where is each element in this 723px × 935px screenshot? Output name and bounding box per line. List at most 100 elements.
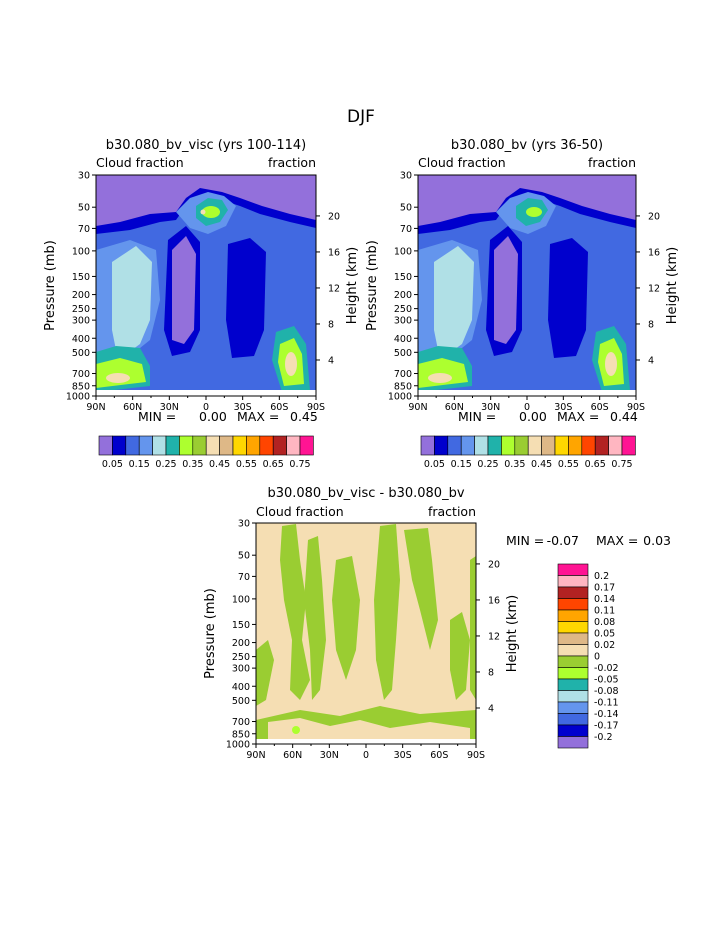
- y-axis-title: Pressure (mb): [203, 588, 218, 679]
- y-right-axis-title: Height (km): [665, 247, 680, 324]
- colorbar-cell: [474, 435, 489, 456]
- y-right-tick-label: 8: [328, 319, 334, 330]
- diff-negative-column-c: [332, 556, 360, 680]
- colorbar-label: 0.15: [451, 459, 472, 470]
- panel-3-colorbar: 0.20.170.140.110.080.050.020-0.02-0.05-0…: [557, 563, 619, 749]
- diff-colorbar-cell: [557, 621, 589, 634]
- panel-2-right-label: fraction: [588, 155, 636, 170]
- colorbar-cell: [272, 435, 287, 456]
- diff-weak-spot: [292, 726, 300, 734]
- y-tick-label: 300: [232, 664, 250, 675]
- x-tick-label: 60S: [270, 402, 288, 413]
- diff-colorbar-label: -0.08: [594, 686, 619, 697]
- y-tick-label: 500: [394, 348, 412, 359]
- panel-1: b30.080_bv_visc (yrs 100-114) Cloud frac…: [43, 138, 360, 470]
- colorbar-cell: [299, 435, 314, 456]
- panel-2-max-label: MAX =: [557, 409, 599, 424]
- colorbar-cell: [232, 435, 247, 456]
- colorbar-cell: [246, 435, 261, 456]
- y-tick-label: 500: [232, 696, 250, 707]
- diff-near-zero-lower: [268, 718, 470, 744]
- diff-colorbar-cell: [557, 713, 589, 726]
- panel-1-contours: [96, 175, 316, 396]
- y-tick-label: 200: [72, 290, 90, 301]
- y-right-tick-label: 12: [648, 283, 660, 294]
- colorbar-label: 0.05: [102, 459, 123, 470]
- x-tick-label: 30N: [160, 402, 179, 413]
- panel-2-contours: [418, 175, 636, 396]
- x-tick-label: 60S: [430, 750, 448, 761]
- colorbar-label: 0.65: [263, 459, 284, 470]
- x-tick-label: 30N: [320, 750, 339, 761]
- y-right-tick-label: 16: [328, 247, 340, 258]
- x-tick-label: 60N: [283, 750, 302, 761]
- colorbar-cell: [541, 435, 556, 456]
- diff-colorbar-label: 0.05: [594, 629, 615, 640]
- x-tick-label: 60N: [123, 402, 142, 413]
- y-right-tick-label: 20: [648, 211, 660, 222]
- x-tick-label: 90N: [86, 402, 105, 413]
- cloud-surface-strip: [96, 390, 316, 396]
- diff-colorbar-cell: [557, 667, 589, 680]
- cloud-low-right-core: [605, 352, 617, 376]
- panel-3-right-label: fraction: [428, 504, 476, 519]
- panel-3-max-label: MAX =: [596, 533, 638, 548]
- diff-colorbar-label: 0.17: [594, 583, 615, 594]
- y-tick-label: 250: [72, 304, 90, 315]
- y-tick-label: 50: [78, 203, 90, 214]
- x-tick-label: 90N: [246, 750, 265, 761]
- panel-2: b30.080_bv (yrs 36-50) Cloud fraction fr…: [365, 138, 680, 470]
- diff-surface-strip: [256, 739, 476, 744]
- x-tick-label: 90N: [408, 402, 427, 413]
- colorbar-cell: [420, 435, 435, 456]
- colorbar-label: 0.55: [236, 459, 257, 470]
- colorbar-cell: [259, 435, 274, 456]
- y-tick-label: 400: [394, 334, 412, 345]
- y-tick-label: 30: [238, 519, 250, 530]
- colorbar-cell: [138, 435, 153, 456]
- y-tick-label: 150: [232, 620, 250, 631]
- y-right-tick-label: 12: [328, 283, 340, 294]
- cloud-top-region: [96, 175, 316, 226]
- y-right-tick-label: 4: [488, 703, 494, 714]
- y-right-tick-label: 4: [328, 355, 334, 366]
- colorbar-cell: [568, 435, 583, 456]
- y-tick-label: 850: [232, 729, 250, 740]
- y-tick-label: 70: [78, 224, 90, 235]
- panel-3-axes: 90N 60N 30N 0 30S 60S 90S 30 50 70 100 150 200 250300…: [203, 519, 520, 762]
- cloud-low-right-core: [285, 352, 297, 376]
- diff-colorbar-label: -0.11: [594, 698, 619, 709]
- y-tick-label: 50: [400, 203, 412, 214]
- cloud-low-left-core: [106, 373, 130, 383]
- diff-negative-right-edge: [470, 556, 476, 700]
- cloud-mid-pale-left: [434, 246, 474, 360]
- diff-colorbar-cell: [557, 563, 589, 576]
- y-tick-label: 200: [394, 290, 412, 301]
- cloud-high-peak: [526, 207, 542, 217]
- panel-1-right-label: fraction: [268, 155, 316, 170]
- y-right-tick-label: 8: [488, 667, 494, 678]
- panel-3-min-value: -0.07: [547, 533, 579, 548]
- panel-3-min-label: MIN =: [506, 533, 544, 548]
- colorbar-cell: [152, 435, 167, 456]
- colorbar-cell: [608, 435, 623, 456]
- panel-1-min-value: 0.00: [199, 409, 227, 424]
- colorbar-cell: [286, 435, 301, 456]
- diff-negative-column-f: [450, 612, 470, 700]
- colorbar-label: 0.35: [504, 459, 525, 470]
- panel-3-max-value: 0.03: [643, 533, 671, 548]
- panel-1-left-label: Cloud fraction: [96, 155, 184, 170]
- y-tick-label: 400: [232, 682, 250, 693]
- diff-colorbar-label: -0.14: [594, 709, 619, 720]
- y-tick-label: 100: [394, 246, 412, 257]
- cloud-surface-strip: [418, 390, 636, 396]
- diff-colorbar-cell: [557, 724, 589, 737]
- y-tick-label: 30: [400, 171, 412, 182]
- panel-2-min-value: 0.00: [519, 409, 547, 424]
- y-tick-label: 250: [394, 304, 412, 315]
- cloud-low-left-core: [428, 373, 452, 383]
- diff-negative-column-a: [280, 524, 310, 700]
- diff-negative-column-e: [404, 528, 438, 650]
- diff-negative-column-d: [374, 524, 400, 700]
- cloud-dry-core: [172, 236, 196, 344]
